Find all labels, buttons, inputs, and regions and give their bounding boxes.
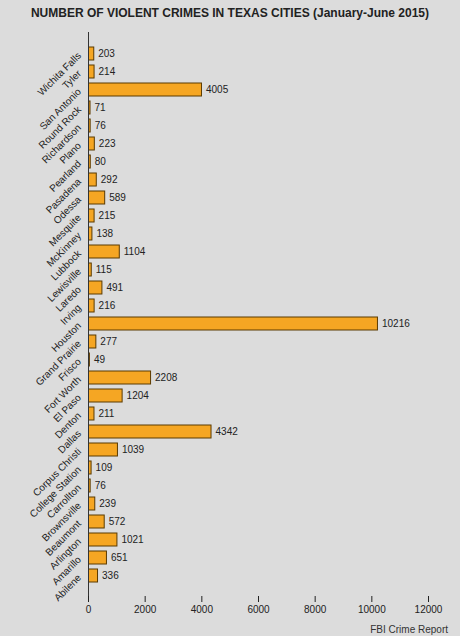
- svg-text:651: 651: [111, 552, 128, 563]
- svg-text:Denton: Denton: [52, 409, 84, 441]
- svg-text:Lewisville: Lewisville: [45, 265, 84, 304]
- svg-text:Pasadena: Pasadena: [43, 175, 84, 216]
- svg-text:Mesquite: Mesquite: [46, 211, 84, 249]
- svg-text:Plano: Plano: [57, 139, 84, 166]
- svg-text:223: 223: [99, 138, 116, 149]
- svg-text:214: 214: [99, 66, 116, 77]
- svg-text:71: 71: [95, 102, 107, 113]
- svg-text:McKinney: McKinney: [44, 229, 84, 269]
- svg-text:76: 76: [95, 120, 107, 131]
- svg-text:Lubbock: Lubbock: [48, 247, 84, 283]
- svg-text:215: 215: [99, 210, 116, 221]
- svg-text:211: 211: [98, 408, 114, 419]
- svg-text:Brownsville: Brownsville: [39, 499, 84, 544]
- svg-text:Wichita Falls: Wichita Falls: [35, 49, 84, 98]
- svg-text:203: 203: [98, 48, 115, 59]
- svg-text:1021: 1021: [121, 534, 144, 545]
- svg-text:2208: 2208: [155, 372, 178, 383]
- svg-text:10216: 10216: [382, 318, 410, 329]
- svg-text:Laredo: Laredo: [53, 283, 84, 314]
- svg-text:239: 239: [99, 498, 116, 509]
- svg-text:4000: 4000: [191, 604, 214, 615]
- svg-text:El Paso: El Paso: [51, 391, 84, 425]
- svg-text:Fort Worth: Fort Worth: [42, 373, 84, 415]
- svg-text:San Antonio: San Antonio: [37, 85, 84, 132]
- svg-text:76: 76: [95, 480, 107, 491]
- svg-text:Richardson: Richardson: [40, 122, 84, 166]
- svg-text:4005: 4005: [206, 84, 229, 95]
- svg-text:292: 292: [101, 174, 118, 185]
- svg-text:Round Rock: Round Rock: [36, 103, 84, 151]
- svg-text:12000: 12000: [415, 604, 443, 615]
- svg-text:138: 138: [96, 228, 113, 239]
- svg-text:Beaumont: Beaumont: [43, 517, 84, 558]
- svg-text:Dallas: Dallas: [55, 427, 84, 456]
- svg-text:4342: 4342: [216, 426, 239, 437]
- svg-text:589: 589: [109, 192, 126, 203]
- svg-text:80: 80: [95, 156, 107, 167]
- svg-text:0: 0: [86, 604, 92, 615]
- svg-text:277: 277: [100, 336, 117, 347]
- svg-text:Pearland: Pearland: [47, 157, 84, 194]
- svg-text:Abilene: Abilene: [52, 572, 84, 604]
- svg-text:Odessa: Odessa: [51, 193, 84, 227]
- svg-text:College Station: College Station: [27, 463, 84, 520]
- svg-text:1104: 1104: [124, 246, 146, 257]
- svg-text:Tyler: Tyler: [60, 67, 84, 91]
- svg-text:49: 49: [94, 354, 106, 365]
- svg-text:572: 572: [109, 516, 126, 527]
- svg-text:109: 109: [96, 462, 113, 473]
- svg-text:1039: 1039: [122, 444, 145, 455]
- svg-text:Corpus Christi: Corpus Christi: [30, 445, 84, 499]
- svg-text:Arlington: Arlington: [47, 535, 84, 572]
- svg-text:10000: 10000: [358, 604, 386, 615]
- svg-text:6000: 6000: [247, 604, 270, 615]
- svg-text:8000: 8000: [304, 604, 327, 615]
- html-text:FBI Crime Report: FBI Crime Report: [370, 624, 448, 635]
- svg-text:1204: 1204: [127, 390, 150, 401]
- html-text:NUMBER OF VIOLENT CRIMES IN TE: NUMBER OF VIOLENT CRIMES IN TEXAS CITIES…: [31, 6, 429, 20]
- svg-text:2000: 2000: [134, 604, 157, 615]
- svg-text:Amarillo: Amarillo: [49, 553, 84, 588]
- svg-text:Houston: Houston: [49, 319, 84, 354]
- svg-text:115: 115: [96, 264, 112, 275]
- svg-text:Frisco: Frisco: [56, 355, 84, 383]
- svg-text:Irving: Irving: [58, 302, 83, 327]
- svg-text:Grand Prairie: Grand Prairie: [33, 337, 84, 388]
- svg-text:Carrollton: Carrollton: [44, 481, 84, 521]
- svg-text:336: 336: [102, 570, 119, 581]
- svg-text:491: 491: [106, 282, 123, 293]
- svg-text:216: 216: [99, 300, 116, 311]
